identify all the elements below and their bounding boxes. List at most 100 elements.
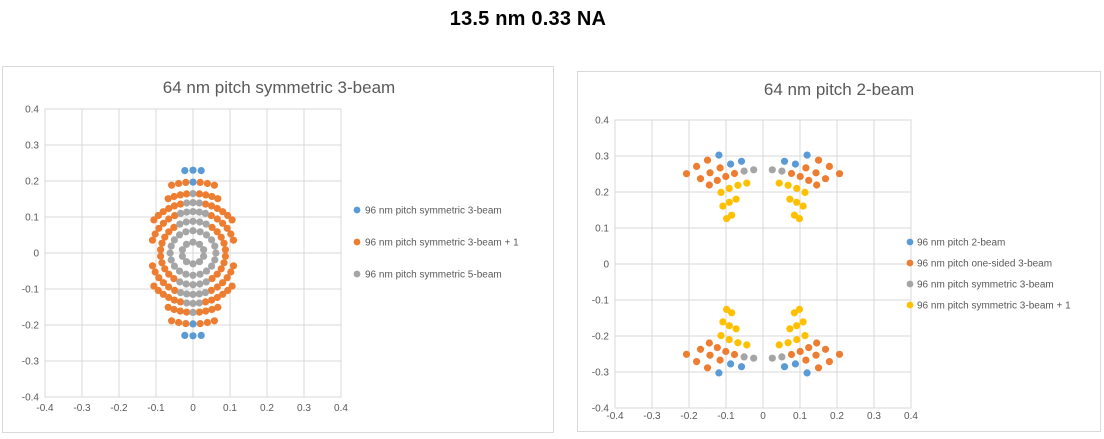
data-point	[801, 188, 809, 196]
data-point	[725, 322, 733, 330]
data-point	[181, 331, 189, 339]
x-tick-label: 0.4	[904, 411, 918, 422]
data-point	[715, 151, 723, 159]
data-point	[727, 160, 735, 168]
data-point	[183, 308, 191, 316]
data-point	[170, 305, 178, 314]
x-tick-label: 0.2	[830, 411, 844, 422]
data-point	[795, 305, 803, 313]
data-point	[165, 204, 173, 213]
data-point	[170, 202, 178, 210]
data-point	[183, 299, 191, 307]
data-point	[821, 175, 830, 183]
data-point	[148, 262, 157, 270]
data-point	[178, 246, 186, 254]
data-point	[189, 290, 197, 298]
data-point	[196, 280, 204, 288]
data-point	[148, 236, 157, 244]
y-tick-label: -0.3	[592, 368, 610, 379]
data-point	[197, 167, 205, 175]
data-point	[208, 275, 216, 283]
data-point	[167, 242, 175, 250]
data-point	[723, 215, 731, 223]
data-point	[224, 211, 232, 220]
data-point	[725, 336, 733, 344]
data-point	[158, 239, 166, 247]
data-point	[195, 308, 203, 316]
data-point	[780, 157, 789, 165]
y-tick-label: 0.1	[595, 224, 609, 235]
y-tick-label: 0.3	[595, 152, 609, 163]
data-point	[170, 275, 178, 283]
data-point	[716, 164, 724, 172]
data-point	[150, 282, 158, 290]
data-point	[229, 262, 238, 270]
data-point	[805, 176, 813, 184]
data-point	[723, 305, 731, 313]
data-point	[219, 290, 227, 298]
data-point	[154, 211, 162, 220]
y-tick-label: -0.2	[22, 321, 40, 332]
data-point	[223, 274, 231, 282]
data-point	[207, 286, 215, 294]
data-point	[713, 176, 721, 184]
legend-label: 96 nm pitch symmetric 3-beam + 1	[917, 301, 1071, 312]
data-point	[165, 293, 173, 302]
data-point	[795, 215, 803, 223]
data-point	[750, 354, 758, 362]
data-point	[196, 228, 204, 236]
data-point	[189, 320, 197, 328]
data-point	[164, 195, 172, 203]
y-tick-label: 0.2	[595, 188, 609, 199]
data-point	[775, 341, 783, 349]
data-point	[799, 202, 807, 210]
data-point	[780, 363, 789, 371]
data-point	[821, 345, 830, 353]
x-tick-label: 0.1	[793, 411, 807, 422]
data-point	[722, 172, 730, 181]
data-point	[182, 240, 191, 248]
data-point	[189, 271, 197, 279]
x-tick-label: 0.1	[223, 403, 237, 414]
data-point	[791, 160, 799, 168]
data-point	[217, 265, 225, 273]
data-point	[168, 181, 176, 189]
data-point	[787, 169, 796, 178]
y-tick-label: -0.1	[22, 285, 40, 296]
data-point	[176, 200, 185, 208]
data-point	[202, 267, 211, 275]
data-point	[189, 281, 197, 289]
data-point	[182, 270, 190, 278]
data-point	[165, 228, 173, 236]
data-point	[803, 151, 811, 159]
data-point	[202, 231, 211, 239]
left-chart-card: -0.4 -0.3 -0.2 -0.1 0 0.1 0.2 0.3 0.4 -0.4 -0.3 -0.…	[2, 66, 554, 433]
data-point	[768, 166, 776, 174]
x-tick-label: -0.1	[717, 411, 735, 422]
data-point	[182, 258, 191, 266]
data-point	[717, 332, 725, 340]
data-point	[195, 199, 203, 207]
data-point	[170, 192, 178, 201]
data-point	[219, 208, 227, 216]
data-point	[208, 262, 216, 270]
data-point	[713, 344, 721, 352]
data-point	[793, 336, 801, 344]
data-point	[195, 190, 203, 198]
data-point	[157, 252, 165, 260]
legend-marker	[906, 259, 914, 267]
data-point	[182, 228, 190, 236]
data-point	[177, 209, 185, 217]
data-point	[716, 356, 724, 364]
data-point	[164, 303, 172, 311]
data-point	[159, 279, 167, 287]
data-point	[165, 270, 173, 278]
data-point	[812, 351, 820, 359]
data-point	[166, 249, 174, 257]
data-point	[175, 179, 183, 188]
legend-label: 96 nm pitch 2-beam	[917, 238, 1005, 249]
data-point	[200, 252, 208, 260]
data-point	[705, 339, 713, 347]
legend-label: 96 nm pitch one-sided 3-beam	[917, 259, 1052, 270]
legend-marker	[906, 301, 914, 309]
